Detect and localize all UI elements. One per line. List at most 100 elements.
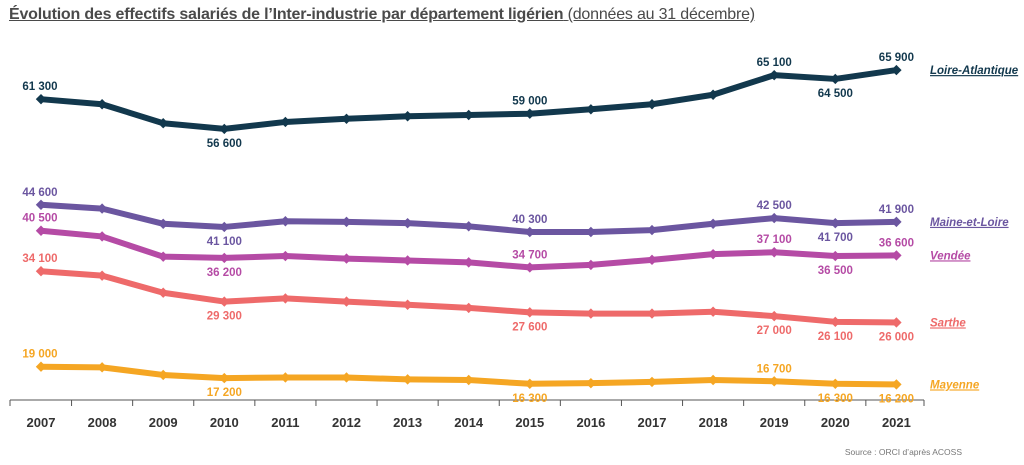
x-tick-label: 2011 bbox=[271, 415, 299, 430]
data-label-maine-et-loire: 41 700 bbox=[818, 232, 853, 244]
data-point-maine-et-loire bbox=[830, 217, 841, 229]
data-point-sarthe bbox=[158, 287, 169, 298]
series-line-sarthe bbox=[38, 268, 900, 326]
data-label-vend-e: 36 600 bbox=[879, 237, 914, 249]
data-point-vend-e bbox=[158, 251, 169, 262]
data-point-maine-et-loire bbox=[280, 216, 291, 227]
chart-title-sub: (données au 31 décembre) bbox=[567, 6, 756, 23]
data-label-mayenne: 16 700 bbox=[757, 363, 792, 375]
x-tick-label: 2010 bbox=[210, 415, 239, 430]
data-point-sarthe bbox=[707, 306, 719, 317]
data-label-vend-e: 36 200 bbox=[207, 267, 242, 279]
data-label-vend-e: 36 500 bbox=[818, 265, 853, 277]
data-point-mayenne bbox=[463, 374, 474, 386]
data-point-mayenne bbox=[891, 379, 902, 390]
legend-label-loire-atlantique: Loire-Atlantique bbox=[930, 65, 1019, 77]
data-point-vend-e bbox=[524, 262, 535, 273]
data-label-mayenne: 17 200 bbox=[207, 387, 242, 399]
data-label-maine-et-loire: 42 500 bbox=[757, 200, 792, 212]
data-point-maine-et-loire bbox=[769, 212, 780, 224]
legend-label-maine-et-loire: Maine-et-Loire bbox=[930, 217, 1009, 229]
data-point-maine-et-loire bbox=[585, 226, 597, 238]
data-point-maine-et-loire bbox=[707, 218, 719, 229]
data-point-vend-e bbox=[830, 250, 841, 262]
data-label-maine-et-loire: 41 900 bbox=[879, 204, 914, 216]
data-point-mayenne bbox=[341, 372, 352, 383]
data-point-mayenne bbox=[35, 361, 47, 372]
data-label-mayenne: 19 000 bbox=[22, 349, 57, 361]
data-point-vend-e bbox=[707, 248, 719, 260]
data-point-mayenne bbox=[524, 378, 535, 390]
data-point-loire-atlantique bbox=[341, 113, 352, 124]
x-tick-label: 2020 bbox=[821, 415, 850, 430]
data-point-mayenne bbox=[402, 374, 413, 385]
x-tick-label: 2009 bbox=[149, 415, 178, 430]
data-point-vend-e bbox=[463, 257, 474, 268]
data-point-vend-e bbox=[769, 247, 780, 258]
data-point-mayenne bbox=[646, 376, 658, 388]
data-label-sarthe: 34 100 bbox=[22, 253, 57, 265]
data-point-loire-atlantique bbox=[830, 73, 841, 85]
data-point-vend-e bbox=[35, 225, 47, 236]
data-point-sarthe bbox=[585, 308, 597, 319]
data-label-vend-e: 34 700 bbox=[512, 249, 547, 261]
chart-title-main: Évolution des effectifs salariés de l’In… bbox=[9, 6, 564, 23]
data-point-sarthe bbox=[463, 302, 474, 314]
data-label-vend-e: 37 100 bbox=[757, 234, 792, 246]
x-tick-label: 2015 bbox=[515, 415, 544, 430]
data-label-mayenne: 16 300 bbox=[512, 393, 547, 405]
data-point-mayenne bbox=[585, 377, 597, 389]
data-point-mayenne bbox=[158, 369, 169, 381]
legend-label-sarthe: Sarthe bbox=[930, 317, 966, 329]
x-tick-label: 2013 bbox=[393, 415, 422, 430]
source-note: Source : ORCI d’après ACOSS bbox=[844, 447, 962, 457]
data-label-sarthe: 26 000 bbox=[879, 331, 914, 343]
data-label-loire-atlantique: 56 600 bbox=[207, 138, 242, 150]
legend-label-vend-e: Vendée bbox=[930, 250, 971, 262]
data-point-maine-et-loire bbox=[341, 216, 352, 228]
data-point-loire-atlantique bbox=[96, 99, 108, 110]
data-point-loire-atlantique bbox=[524, 108, 535, 119]
data-point-mayenne bbox=[219, 372, 230, 384]
data-point-maine-et-loire bbox=[96, 203, 108, 214]
data-label-mayenne: 16 200 bbox=[879, 393, 914, 405]
data-point-maine-et-loire bbox=[219, 221, 230, 233]
data-point-vend-e bbox=[96, 231, 108, 242]
data-point-loire-atlantique bbox=[769, 69, 780, 81]
data-point-vend-e bbox=[891, 250, 902, 261]
data-point-maine-et-loire bbox=[646, 224, 658, 236]
data-point-sarthe bbox=[280, 293, 291, 304]
data-point-vend-e bbox=[280, 250, 291, 262]
data-label-sarthe: 26 100 bbox=[818, 331, 853, 343]
x-tick-label: 2014 bbox=[454, 415, 484, 430]
data-point-maine-et-loire bbox=[158, 218, 169, 229]
data-label-sarthe: 27 600 bbox=[512, 321, 547, 333]
x-tick-label: 2021 bbox=[882, 415, 911, 430]
data-point-sarthe bbox=[769, 310, 780, 322]
data-label-loire-atlantique: 64 500 bbox=[818, 88, 853, 100]
data-point-mayenne bbox=[830, 378, 841, 390]
data-point-loire-atlantique bbox=[402, 111, 413, 122]
x-tick-label: 2012 bbox=[332, 415, 361, 430]
data-point-vend-e bbox=[219, 252, 230, 264]
data-label-sarthe: 29 300 bbox=[207, 311, 242, 323]
data-point-maine-et-loire bbox=[402, 217, 413, 229]
data-point-loire-atlantique bbox=[35, 93, 47, 105]
data-point-sarthe bbox=[891, 317, 902, 328]
data-point-loire-atlantique bbox=[891, 64, 902, 76]
data-label-loire-atlantique: 59 000 bbox=[512, 96, 547, 108]
legend-label-mayenne: Mayenne bbox=[930, 379, 980, 391]
data-label-maine-et-loire: 44 600 bbox=[22, 187, 57, 199]
data-point-loire-atlantique bbox=[646, 99, 658, 110]
data-point-loire-atlantique bbox=[585, 104, 597, 115]
data-label-loire-atlantique: 65 900 bbox=[879, 52, 914, 64]
data-point-loire-atlantique bbox=[280, 116, 291, 128]
data-point-mayenne bbox=[96, 362, 108, 373]
x-tick-label: 2007 bbox=[27, 415, 56, 430]
data-label-maine-et-loire: 41 100 bbox=[207, 236, 242, 248]
data-point-loire-atlantique bbox=[707, 89, 719, 100]
data-point-mayenne bbox=[769, 376, 780, 387]
data-point-sarthe bbox=[35, 266, 47, 277]
data-point-maine-et-loire bbox=[35, 199, 47, 211]
data-point-vend-e bbox=[341, 253, 352, 264]
